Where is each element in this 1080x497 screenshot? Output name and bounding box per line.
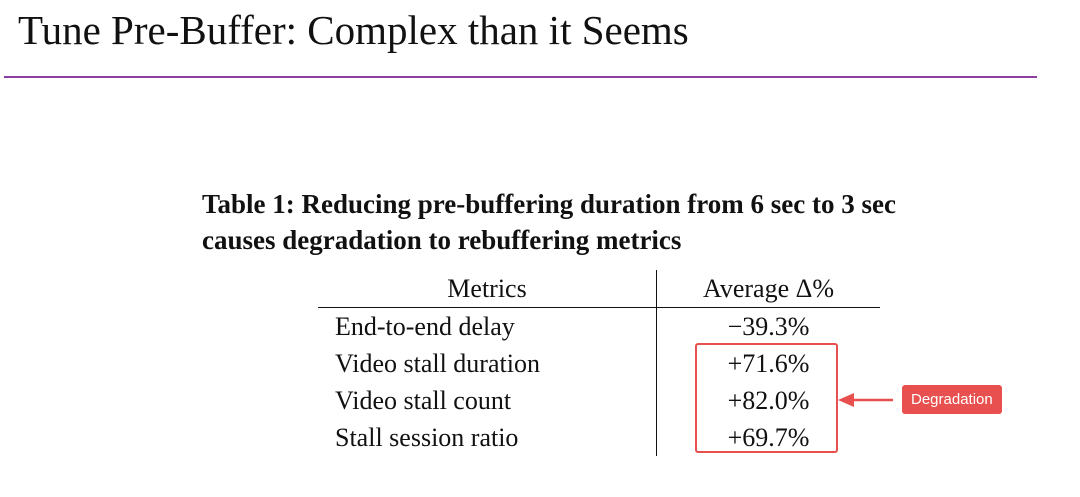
table-row: End-to-end delay −39.3% (318, 307, 880, 345)
metric-name-cell: Video stall count (318, 382, 657, 419)
delta-value-cell: −39.3% (727, 312, 810, 341)
table-row: Stall session ratio +69.7% (318, 419, 880, 456)
slide-title: Tune Pre-Buffer: Complex than it Seems (18, 7, 689, 53)
metric-name-cell: Video stall duration (318, 345, 657, 382)
degradation-badge: Degradation (902, 385, 1002, 414)
delta-value-cell: +71.6% (727, 349, 810, 378)
table-caption-line-1: Table 1: Reducing pre-buffering duration… (202, 189, 896, 219)
metric-name-cell: Stall session ratio (318, 419, 657, 456)
degradation-highlight-box (695, 343, 838, 453)
delta-value-cell: +82.0% (727, 386, 810, 415)
table-caption-line-2: causes degradation to rebuffering metric… (202, 225, 682, 255)
header-metrics: Metrics (318, 270, 657, 308)
arrow-left-icon (838, 393, 893, 407)
header-average-delta: Average Δ% (702, 274, 834, 303)
metric-name-cell: End-to-end delay (318, 307, 657, 345)
table-row: Video stall duration +71.6% (318, 345, 880, 382)
delta-value-cell: +69.7% (727, 423, 810, 452)
table-header-row: Metrics Average Δ% (318, 270, 880, 308)
metrics-table: Metrics Average Δ% End-to-end delay −39.… (318, 270, 880, 456)
title-divider (4, 76, 1037, 78)
table-row: Video stall count +82.0% (318, 382, 880, 419)
metrics-table-container: Metrics Average Δ% End-to-end delay −39.… (318, 270, 880, 456)
table-caption: Table 1: Reducing pre-buffering duration… (202, 186, 1032, 258)
